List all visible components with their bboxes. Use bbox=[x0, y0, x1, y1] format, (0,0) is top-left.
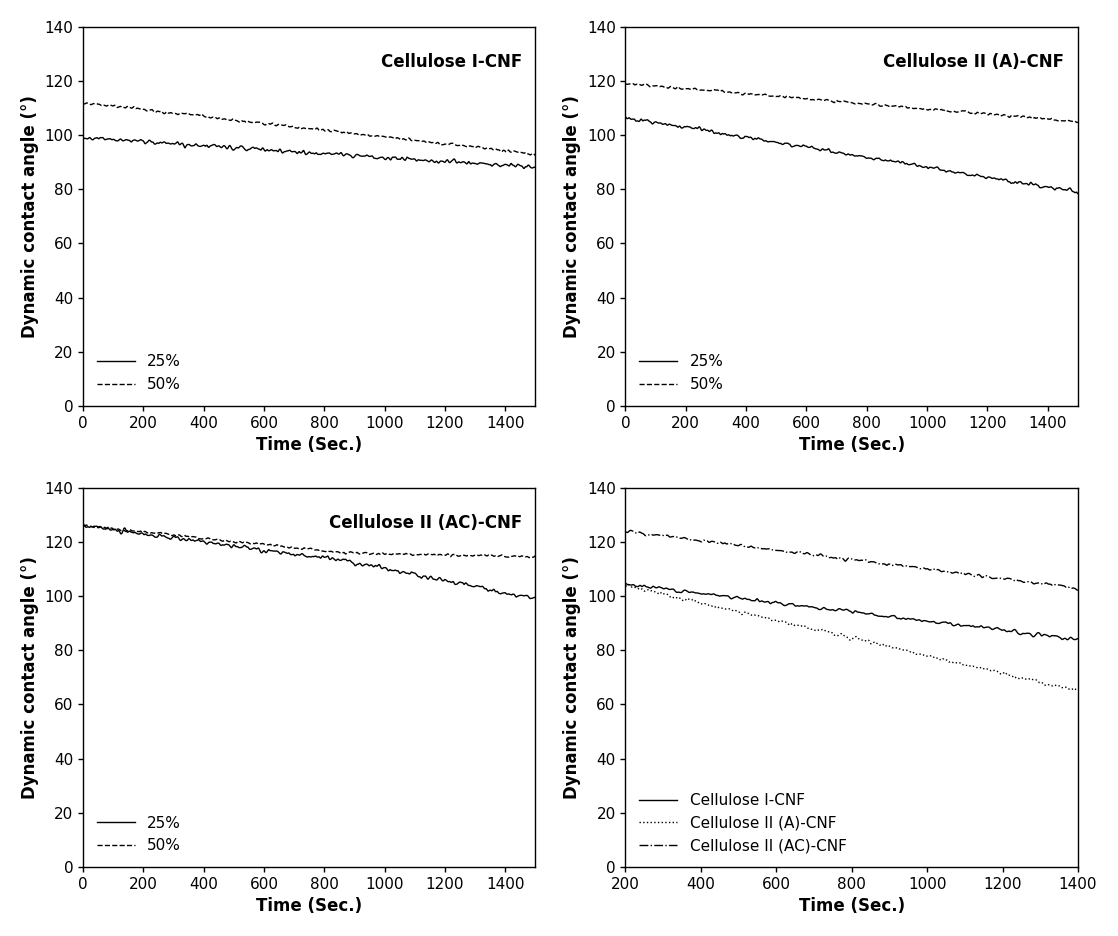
X-axis label: Time (Sec.): Time (Sec.) bbox=[256, 898, 362, 915]
Y-axis label: Dynamic contact angle (°): Dynamic contact angle (°) bbox=[21, 556, 39, 798]
Y-axis label: Dynamic contact angle (°): Dynamic contact angle (°) bbox=[21, 95, 39, 338]
X-axis label: Time (Sec.): Time (Sec.) bbox=[256, 436, 362, 454]
X-axis label: Time (Sec.): Time (Sec.) bbox=[798, 436, 904, 454]
Y-axis label: Dynamic contact angle (°): Dynamic contact angle (°) bbox=[563, 556, 581, 798]
Text: Cellulose II (A)-CNF: Cellulose II (A)-CNF bbox=[883, 53, 1064, 71]
Y-axis label: Dynamic contact angle (°): Dynamic contact angle (°) bbox=[563, 95, 581, 338]
Legend: Cellulose I-CNF, Cellulose II (A)-CNF, Cellulose II (AC)-CNF: Cellulose I-CNF, Cellulose II (A)-CNF, C… bbox=[633, 787, 853, 859]
Legend: 25%, 50%: 25%, 50% bbox=[633, 348, 730, 398]
Text: Cellulose I-CNF: Cellulose I-CNF bbox=[380, 53, 522, 71]
X-axis label: Time (Sec.): Time (Sec.) bbox=[798, 898, 904, 915]
Text: Cellulose II (AC)-CNF: Cellulose II (AC)-CNF bbox=[329, 515, 522, 533]
Legend: 25%, 50%: 25%, 50% bbox=[91, 348, 187, 398]
Legend: 25%, 50%: 25%, 50% bbox=[91, 810, 187, 859]
